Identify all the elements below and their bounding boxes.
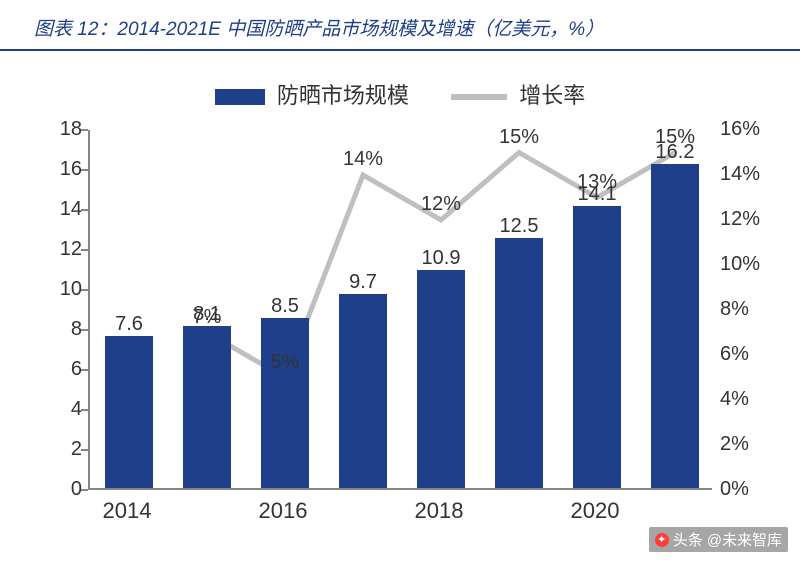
y-right-tick-label: 6% xyxy=(720,343,776,366)
legend: 防晒市场规模 增长率 xyxy=(30,78,770,110)
growth-label: 7% xyxy=(193,306,222,329)
y-right-tick-label: 14% xyxy=(720,163,776,186)
y-left-tick xyxy=(81,369,88,371)
bar-value-label: 9.7 xyxy=(349,271,377,294)
y-right-tick-label: 16% xyxy=(720,118,776,141)
bar xyxy=(183,326,231,488)
bar xyxy=(573,206,621,488)
legend-line-swatch xyxy=(451,94,507,100)
x-tick-label: 2020 xyxy=(571,498,620,524)
growth-label: 13% xyxy=(577,171,617,194)
y-left-tick-label: 8 xyxy=(32,318,82,341)
growth-label: 15% xyxy=(655,126,695,149)
watermark-icon: ✦ xyxy=(655,533,669,547)
bar xyxy=(105,336,153,488)
y-left-tick xyxy=(81,409,88,411)
watermark-text: @未来智库 xyxy=(707,529,782,550)
bar xyxy=(339,294,387,488)
y-right-tick-label: 0% xyxy=(720,478,776,501)
y-left-tick-label: 6 xyxy=(32,358,82,381)
y-right-tick-label: 12% xyxy=(720,208,776,231)
bar xyxy=(261,318,309,488)
x-tick-label: 2018 xyxy=(415,498,464,524)
growth-label: 12% xyxy=(421,193,461,216)
y-left-tick-label: 12 xyxy=(32,238,82,261)
bar-value-label: 12.5 xyxy=(500,215,539,238)
y-left-tick xyxy=(81,129,88,131)
y-left-tick-label: 2 xyxy=(32,438,82,461)
y-left-tick xyxy=(81,329,88,331)
y-left-tick-label: 0 xyxy=(32,478,82,501)
growth-label: 5% xyxy=(271,351,300,374)
y-left-tick-label: 18 xyxy=(32,118,82,141)
bar-value-label: 10.9 xyxy=(422,247,461,270)
y-left-tick xyxy=(81,209,88,211)
y-left-tick-label: 14 xyxy=(32,198,82,221)
bar xyxy=(651,164,699,488)
y-right-tick-label: 10% xyxy=(720,253,776,276)
y-left-tick-label: 4 xyxy=(32,398,82,421)
growth-label: 14% xyxy=(343,148,383,171)
y-left-tick xyxy=(81,449,88,451)
plot-area: 7.68.18.59.710.912.514.116.27%5%14%12%15… xyxy=(88,130,712,490)
legend-bar-label: 防晒市场规模 xyxy=(277,83,409,108)
y-left-tick-label: 10 xyxy=(32,278,82,301)
x-tick-label: 2016 xyxy=(259,498,308,524)
y-left-tick xyxy=(81,289,88,291)
y-right-tick-label: 2% xyxy=(720,433,776,456)
chart-title: 图表 12：2014-2021E 中国防晒产品市场规模及增速（亿美元，%） xyxy=(0,0,800,51)
growth-label: 15% xyxy=(499,126,539,149)
legend-line-label: 增长率 xyxy=(519,83,585,108)
y-left-tick xyxy=(81,249,88,251)
y-left-tick xyxy=(81,489,88,491)
y-left-tick xyxy=(81,169,88,171)
watermark: ✦ 头条 @未来智库 xyxy=(649,527,788,552)
y-right-tick-label: 4% xyxy=(720,388,776,411)
y-right-tick-label: 8% xyxy=(720,298,776,321)
chart-area: 防晒市场规模 增长率 7.68.18.59.710.912.514.116.27… xyxy=(30,60,770,540)
bar-value-label: 8.5 xyxy=(271,295,299,318)
watermark-prefix: 头条 xyxy=(673,529,703,550)
bar xyxy=(495,238,543,488)
bar-value-label: 7.6 xyxy=(115,313,143,336)
x-tick-label: 2014 xyxy=(103,498,152,524)
legend-bar-swatch xyxy=(215,89,265,105)
bar xyxy=(417,270,465,488)
y-left-tick-label: 16 xyxy=(32,158,82,181)
